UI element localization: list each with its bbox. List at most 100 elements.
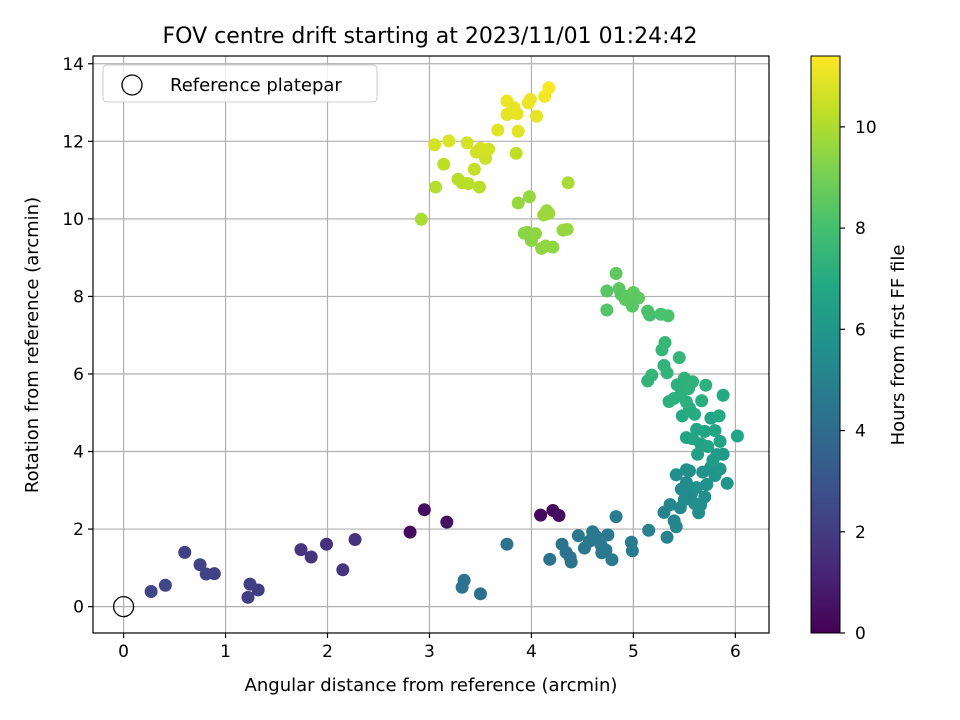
y-tick-label: 10 [62,210,84,230]
scatter-point [455,580,469,594]
scatter-point [730,429,744,443]
scatter-point [472,180,486,194]
scatter-point [625,544,639,558]
y-ticks: 0 2 4 6 8 10 12 14 [62,55,93,618]
reference-point-marker [112,595,135,618]
x-ticks: 0 1 2 3 4 5 6 [118,633,741,662]
reference-marker-group [112,595,135,618]
scatter-point [609,510,623,524]
colorbar-tick-label: 10 [855,118,877,138]
scatter-point [193,558,207,572]
scatter-point [428,138,442,152]
scatter-point [529,227,543,241]
scatter-point [679,431,693,445]
x-tick-label: 5 [628,642,639,662]
scatter-point [542,206,556,220]
scatter-point [403,525,417,539]
scatter-point [658,336,672,350]
scatter-point [713,434,727,448]
scatter-point [686,375,700,389]
scatter-point [523,92,537,106]
scatter-point [642,523,656,537]
y-axis-label: Rotation from reference (arcmin) [22,197,43,493]
x-tick-label: 6 [730,642,741,662]
scatter-point [660,366,674,380]
scatter-point [467,162,481,176]
scatter-point [546,240,560,254]
scatter-point [461,177,475,191]
scatter-point [417,503,431,517]
scatter-point [695,394,709,408]
scatter-point [600,284,614,298]
scatter-point [690,481,704,495]
scatter-point [336,563,350,577]
scatter-point [605,553,619,567]
scatter-point [706,453,720,467]
colorbar-ticks: 0 2 4 6 8 10 [840,118,877,644]
scatter-point [561,176,575,190]
scatter-point [348,533,362,547]
scatter-point [429,180,443,194]
scatter-point [599,543,613,557]
scatter-point [701,439,715,453]
scatter-point [720,476,734,490]
scatter-point [679,476,693,490]
colorbar-label: Hours from first FF file [888,245,909,446]
x-tick-label: 3 [424,642,435,662]
scatter-point [609,267,623,281]
colorbar-tick-label: 6 [855,320,866,340]
colorbar-tick-label: 2 [855,523,866,543]
scatter-point [712,409,726,423]
x-tick-label: 2 [322,642,333,662]
scatter-point [460,136,474,150]
scatter-point [672,351,686,365]
scatter-point [482,142,496,156]
scatter-point [530,109,544,123]
scatter-point [304,550,318,564]
scatter-point [661,309,675,323]
legend: Reference platepar [102,64,378,103]
plot-frame [92,55,770,634]
scatter-point [500,537,514,551]
legend-label: Reference platepar [170,75,342,96]
scatter-point [618,293,632,307]
scatter-point [600,303,614,317]
y-tick-label: 8 [73,287,84,307]
x-axis-label: Angular distance from reference (arcmin) [245,675,618,696]
scatter-point [679,395,693,409]
y-tick-label: 12 [62,132,84,152]
colorbar-tick-label: 4 [855,422,866,442]
y-tick-label: 14 [62,55,84,75]
scatter-point [641,304,655,318]
scatter-point [414,212,428,226]
scatter-point [517,226,531,240]
scatter-point [542,81,556,95]
scatter-point [660,530,674,544]
scatter-point [679,463,693,477]
colorbar-tick-label: 8 [855,219,866,239]
scatter-point [509,146,523,160]
legend-marker-icon [121,74,143,96]
scatter-point [178,545,192,559]
scatter-point [510,107,524,121]
x-tick-label: 4 [526,642,537,662]
scatter-point [440,515,454,529]
scatter-point [442,134,456,148]
scatter-point [669,520,683,534]
scatter-point [571,529,585,543]
scatter-point [699,378,713,392]
y-tick-label: 6 [73,365,84,385]
scatter-point [669,468,683,482]
scatter-point [522,190,536,204]
scatter-point [691,447,705,461]
scatter-point [543,552,557,566]
scatter-point [534,508,548,522]
y-tick-label: 4 [73,443,84,463]
colorbar-gradient [810,55,841,634]
scatter-point [708,424,722,438]
chart-title: FOV centre drift starting at 2023/11/01 … [163,24,698,49]
scatter-point [294,543,308,557]
legend-box [102,64,378,103]
scatter-point [319,537,333,551]
